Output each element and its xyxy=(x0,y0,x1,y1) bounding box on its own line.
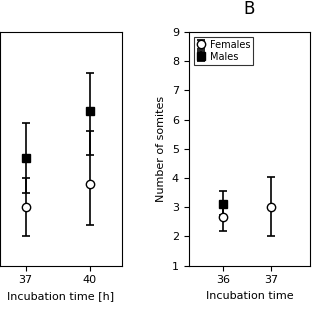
Y-axis label: Number of somites: Number of somites xyxy=(156,96,166,202)
X-axis label: Incubation time [h]: Incubation time [h] xyxy=(7,291,115,301)
X-axis label: Incubation time: Incubation time xyxy=(206,291,293,301)
Text: B: B xyxy=(244,0,255,18)
Legend: Females, Males: Females, Males xyxy=(194,37,253,65)
